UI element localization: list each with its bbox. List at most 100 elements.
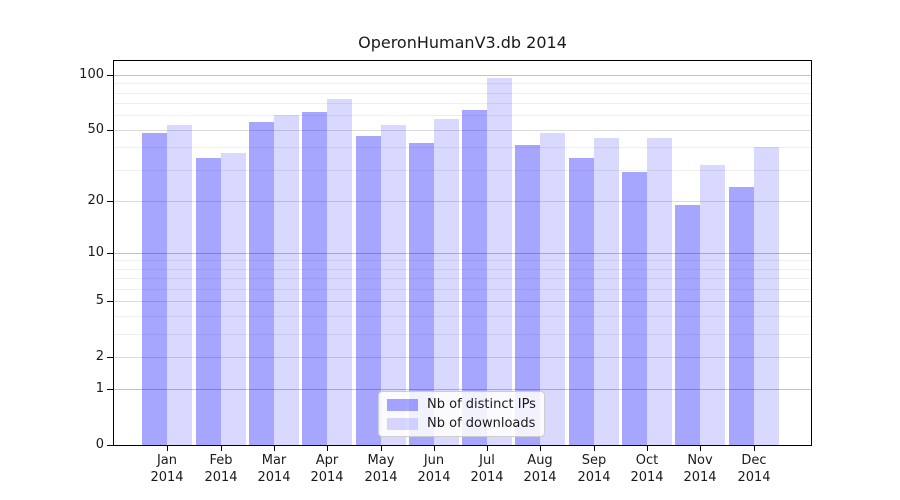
x-tick-month: Jul xyxy=(479,453,495,468)
bar-ips-mar xyxy=(248,122,274,445)
y-tick-100 xyxy=(107,75,113,76)
x-tick-month: Jan xyxy=(156,453,178,468)
y-tick-0 xyxy=(107,445,113,446)
y-tick-label-2: 2 xyxy=(95,349,104,364)
x-tick-year: 2014 xyxy=(310,470,344,485)
x-tick-year: 2014 xyxy=(630,470,664,485)
x-tick-apr xyxy=(327,446,328,451)
bar-ips-apr xyxy=(302,111,328,445)
gridline-9 xyxy=(114,260,811,261)
gridline-70 xyxy=(114,103,811,104)
x-tick-year: 2014 xyxy=(150,470,184,485)
x-tick-label-oct: Oct 2014 xyxy=(617,452,677,486)
x-tick-label-apr: Apr 2014 xyxy=(297,452,357,486)
y-tick-label-10: 10 xyxy=(87,245,104,260)
x-tick-month: Aug xyxy=(527,453,553,468)
x-tick-jul xyxy=(487,446,488,451)
gridline-5 xyxy=(114,301,811,302)
gridline-30 xyxy=(114,170,811,171)
gridline-4 xyxy=(114,316,811,317)
x-tick-oct xyxy=(647,446,648,451)
bar-downloads-nov xyxy=(700,164,726,445)
gridline-90 xyxy=(114,83,811,84)
bar-ips-sep xyxy=(568,157,594,445)
gridline-80 xyxy=(114,93,811,94)
x-tick-feb xyxy=(221,446,222,451)
legend-label-distinct-ips: Nb of distinct IPs xyxy=(427,397,536,412)
gridline-3 xyxy=(114,334,811,335)
x-tick-label-jul: Jul 2014 xyxy=(457,452,517,486)
x-tick-label-dec: Dec 2014 xyxy=(724,452,784,486)
legend: Nb of distinct IPs Nb of downloads xyxy=(378,391,545,437)
y-tick-20 xyxy=(107,201,113,202)
y-tick-label-20: 20 xyxy=(87,193,104,208)
y-tick-label-100: 100 xyxy=(79,67,104,82)
x-tick-mar xyxy=(274,446,275,451)
x-tick-label-feb: Feb 2014 xyxy=(191,452,251,486)
x-tick-month: Apr xyxy=(315,453,339,468)
bar-downloads-sep xyxy=(593,138,619,445)
bar-ips-oct xyxy=(622,172,647,445)
bar-downloads-jan xyxy=(167,125,193,445)
bar-downloads-jul xyxy=(487,78,513,445)
legend-label-downloads: Nb of downloads xyxy=(427,416,536,431)
y-tick-label-5: 5 xyxy=(95,293,104,308)
x-tick-year: 2014 xyxy=(204,470,238,485)
chart-title: OperonHumanV3.db 2014 xyxy=(358,33,567,52)
x-tick-month: Dec xyxy=(741,453,767,468)
bar-downloads-jun xyxy=(433,119,459,445)
x-tick-year: 2014 xyxy=(523,470,557,485)
bar-ips-dec xyxy=(728,186,754,445)
y-tick-5 xyxy=(107,301,113,302)
x-tick-nov xyxy=(700,446,701,451)
gridline-20 xyxy=(114,201,811,202)
x-tick-label-aug: Aug 2014 xyxy=(510,452,570,486)
x-tick-month: Oct xyxy=(635,453,659,468)
y-tick-label-50: 50 xyxy=(87,122,104,137)
y-tick-label-0: 0 xyxy=(95,437,104,452)
x-tick-year: 2014 xyxy=(470,470,504,485)
x-tick-month: Sep xyxy=(581,453,607,468)
gridline-6 xyxy=(114,289,811,290)
x-tick-month: Feb xyxy=(209,453,233,468)
bar-downloads-mar xyxy=(273,115,299,445)
x-tick-label-nov: Nov 2014 xyxy=(670,452,730,486)
gridline-10 xyxy=(114,253,811,254)
y-tick-2 xyxy=(107,357,113,358)
x-tick-month: May xyxy=(367,453,395,468)
x-tick-sep xyxy=(594,446,595,451)
x-tick-month: Mar xyxy=(261,453,287,468)
x-tick-jun xyxy=(434,446,435,451)
legend-item-downloads: Nb of downloads xyxy=(387,416,536,431)
bar-ips-jul xyxy=(462,110,488,445)
gridline-60 xyxy=(114,115,811,116)
legend-item-distinct-ips: Nb of distinct IPs xyxy=(387,397,536,412)
x-tick-may xyxy=(381,446,382,451)
x-tick-year: 2014 xyxy=(257,470,291,485)
bar-ips-may xyxy=(355,136,381,445)
x-tick-year: 2014 xyxy=(683,470,717,485)
x-tick-dec xyxy=(754,446,755,451)
legend-swatch-downloads-icon xyxy=(387,417,418,430)
bar-ips-nov xyxy=(675,204,701,445)
x-tick-year: 2014 xyxy=(417,470,451,485)
gridline-7 xyxy=(114,278,811,279)
x-tick-label-jun: Jun 2014 xyxy=(404,452,464,486)
bar-ips-jan xyxy=(142,132,168,445)
gridline-1 xyxy=(114,389,811,390)
x-tick-month: Jun xyxy=(423,453,445,468)
gridline-40 xyxy=(114,147,811,148)
x-tick-aug xyxy=(540,446,541,451)
x-tick-year: 2014 xyxy=(737,470,771,485)
x-tick-month: Nov xyxy=(687,453,713,468)
gridline-8 xyxy=(114,269,811,270)
gridline-100 xyxy=(114,75,811,76)
bar-downloads-apr xyxy=(327,98,353,445)
x-tick-year: 2014 xyxy=(364,470,398,485)
y-tick-1 xyxy=(107,389,113,390)
y-tick-10 xyxy=(107,253,113,254)
x-tick-label-mar: Mar 2014 xyxy=(244,452,304,486)
x-tick-year: 2014 xyxy=(577,470,611,485)
y-tick-50 xyxy=(107,130,113,131)
